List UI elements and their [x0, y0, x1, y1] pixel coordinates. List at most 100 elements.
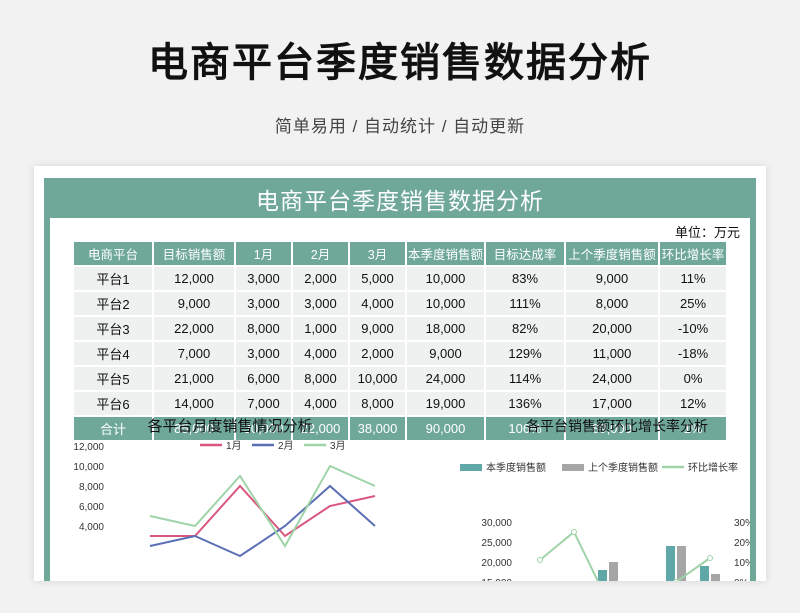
- legend-swatch: [460, 464, 482, 471]
- sheet-banner: 电商平台季度销售数据分析: [50, 184, 750, 218]
- total-cell[interactable]: 90,000: [405, 415, 486, 442]
- table-cell[interactable]: 4,000: [291, 340, 350, 367]
- growth-rate-point: [707, 555, 713, 561]
- table-cell[interactable]: 17,000: [564, 390, 660, 417]
- y-left-tick-label: 25,000: [481, 538, 512, 549]
- growth-rate-point: [673, 579, 679, 581]
- table-cell[interactable]: 111%: [484, 290, 566, 317]
- table-cell[interactable]: 2,000: [291, 265, 350, 292]
- table-cell[interactable]: 9,000: [348, 315, 407, 342]
- table-cell[interactable]: 平台1: [72, 265, 154, 292]
- table-cell[interactable]: 5,000: [348, 265, 407, 292]
- table-cell[interactable]: 平台4: [72, 340, 154, 367]
- table-cell[interactable]: 129%: [484, 340, 566, 367]
- table-row: 平台5 21,000 6,000 8,000 10,000 24,000 114% 24,00…: [72, 365, 728, 392]
- total-cell[interactable]: 106%: [484, 415, 566, 442]
- table-cell[interactable]: 136%: [484, 390, 566, 417]
- table-cell[interactable]: 18,000: [405, 315, 486, 342]
- line-chart-title: 各平台月度销售情况分析: [147, 418, 312, 435]
- legend-swatch: [562, 464, 584, 471]
- table-row: 平台1 12,000 3,000 2,000 5,000 10,000 83% 9,000 11…: [72, 265, 728, 292]
- table-cell[interactable]: 12%: [658, 390, 728, 417]
- bar-current: [700, 566, 709, 581]
- page-title: 电商平台季度销售数据分析: [148, 41, 652, 85]
- series-line-3月: [149, 464, 376, 548]
- bar-previous: [711, 574, 720, 581]
- table-cell[interactable]: 7,000: [152, 340, 236, 367]
- y-tick-label: 6,000: [79, 502, 104, 513]
- table-cell[interactable]: 4,000: [291, 390, 350, 417]
- table-cell[interactable]: -10%: [658, 315, 728, 342]
- monthly-line-chart: 各平台月度销售情况分析 1月 2月 3月 4,000 6,000 8,000 10,000 12…: [73, 418, 376, 558]
- table-cell[interactable]: 3,000: [234, 265, 293, 292]
- table-cell[interactable]: 25%: [658, 290, 728, 317]
- table-cell[interactable]: 11%: [658, 265, 728, 292]
- table-cell[interactable]: 2,000: [348, 340, 407, 367]
- table-cell[interactable]: 10,000: [405, 290, 486, 317]
- table-cell[interactable]: 1,000: [291, 315, 350, 342]
- table-cell[interactable]: 14,000: [152, 390, 236, 417]
- table-cell[interactable]: 3,000: [234, 340, 293, 367]
- table-cell[interactable]: 10,000: [348, 365, 407, 392]
- column-header: 2月: [291, 240, 350, 267]
- y-right-tick-label: 0%: [734, 578, 749, 581]
- table-row: 平台2 9,000 3,000 3,000 4,000 10,000 111% 8,000 25…: [72, 290, 728, 317]
- bar-current: [598, 570, 607, 581]
- table-cell[interactable]: 8,000: [234, 315, 293, 342]
- table-cell[interactable]: 24,000: [564, 365, 660, 392]
- column-header: 本季度销售额: [405, 240, 486, 267]
- table-row: 平台3 22,000 8,000 1,000 9,000 18,000 82% 20,000-…: [72, 315, 728, 342]
- table-cell[interactable]: 9,000: [152, 290, 236, 317]
- table-cell[interactable]: 8,000: [348, 390, 407, 417]
- bar-current: [666, 546, 675, 581]
- total-cell[interactable]: 1%: [658, 415, 728, 442]
- table-cell[interactable]: 8,000: [564, 290, 660, 317]
- total-cell[interactable]: 38,000: [348, 415, 407, 442]
- spreadsheet-preview: 电商平台季度销售数据分析 单位：万元 电商平台 目标销售额 1月 2月 3月 本季度销售额…: [34, 166, 766, 581]
- table-cell[interactable]: 0%: [658, 365, 728, 392]
- bar-previous: [677, 546, 686, 581]
- column-header: 1月: [234, 240, 293, 267]
- table-cell[interactable]: 平台3: [72, 315, 154, 342]
- table-cell[interactable]: 9,000: [564, 265, 660, 292]
- table-cell[interactable]: 21,000: [152, 365, 236, 392]
- total-cell[interactable]: 89,000: [564, 415, 660, 442]
- table-cell[interactable]: 8,000: [291, 365, 350, 392]
- table-cell[interactable]: 4,000: [348, 290, 407, 317]
- table-cell[interactable]: 11,000: [564, 340, 660, 367]
- column-header: 目标达成率: [484, 240, 566, 267]
- y-right-tick-label: 20%: [734, 538, 750, 549]
- table-cell[interactable]: 12,000: [152, 265, 236, 292]
- table-cell[interactable]: 9,000: [405, 340, 486, 367]
- total-cell[interactable]: 合计: [72, 415, 154, 442]
- total-cell[interactable]: 30,000: [234, 415, 293, 442]
- table-cell[interactable]: 19,000: [405, 390, 486, 417]
- table-cell[interactable]: 114%: [484, 365, 566, 392]
- table-cell[interactable]: 6,000: [234, 365, 293, 392]
- table-cell[interactable]: 83%: [484, 265, 566, 292]
- table-cell[interactable]: 24,000: [405, 365, 486, 392]
- column-header: 电商平台: [72, 240, 154, 267]
- table-cell[interactable]: 10,000: [405, 265, 486, 292]
- table-cell[interactable]: 7,000: [234, 390, 293, 417]
- column-header: 上个季度销售额: [564, 240, 660, 267]
- table-cell[interactable]: -18%: [658, 340, 728, 367]
- y-left-tick-label: 15,000: [481, 578, 512, 581]
- table-cell[interactable]: 3,000: [234, 290, 293, 317]
- y-tick-label: 4,000: [79, 522, 104, 533]
- total-cell[interactable]: 85,000: [152, 415, 236, 442]
- total-cell[interactable]: 22,000: [291, 415, 350, 442]
- table-cell[interactable]: 平台5: [72, 365, 154, 392]
- legend-label: 1月: [226, 440, 242, 452]
- series-line-2月: [149, 484, 376, 558]
- table-cell[interactable]: 平台2: [72, 290, 154, 317]
- table-cell[interactable]: 平台6: [72, 390, 154, 417]
- growth-rate-point: [537, 557, 543, 563]
- table-cell[interactable]: 22,000: [152, 315, 236, 342]
- sheet-frame: 电商平台季度销售数据分析 单位：万元 电商平台 目标销售额 1月 2月 3月 本季度销售额…: [44, 178, 756, 581]
- y-tick-label: 12,000: [73, 442, 104, 453]
- table-cell[interactable]: 20,000: [564, 315, 660, 342]
- table-cell[interactable]: 3,000: [291, 290, 350, 317]
- column-header: 目标销售额: [152, 240, 236, 267]
- table-cell[interactable]: 82%: [484, 315, 566, 342]
